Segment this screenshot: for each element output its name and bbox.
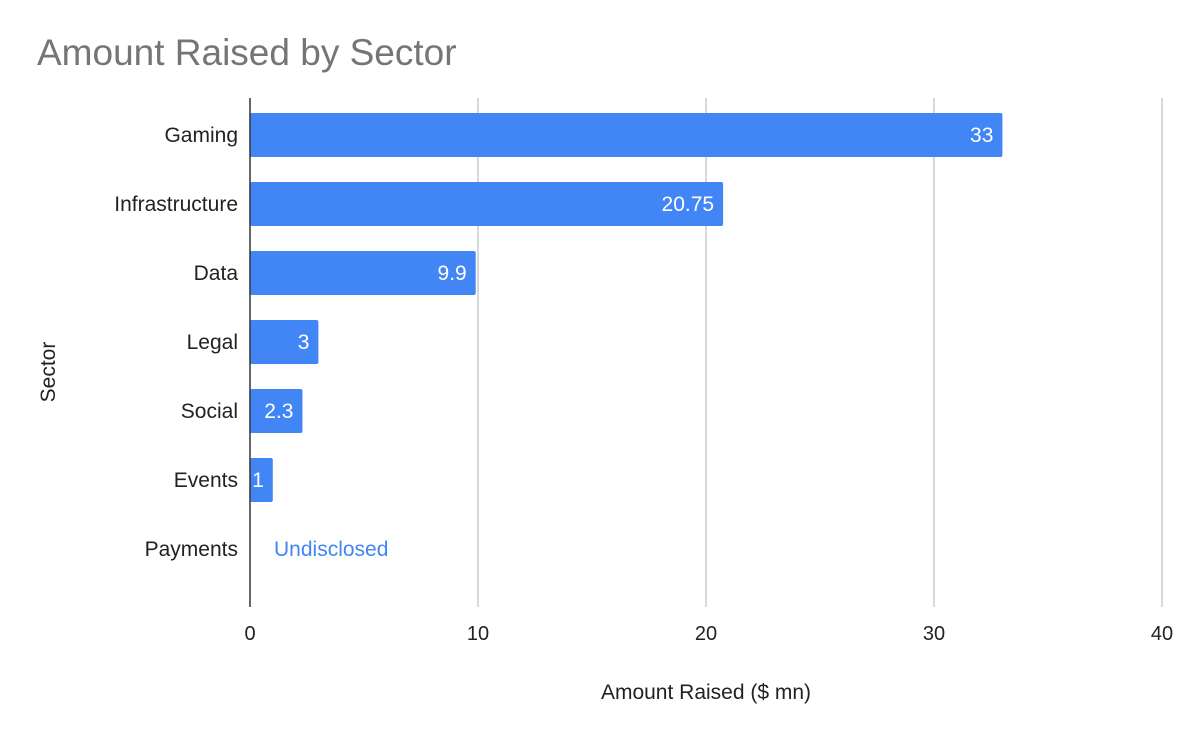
data-label: Undisclosed [274,538,388,561]
x-tick-labels: 0 10 20 30 40 [244,623,1173,645]
category-label: Events [174,469,238,492]
category-label: Social [181,400,238,423]
y-axis-title: Sector [37,342,60,403]
data-label: 20.75 [662,193,715,216]
data-label: 3 [298,331,310,354]
category-label: Infrastructure [114,193,238,216]
category-label: Data [194,262,239,285]
bar-social [250,389,303,433]
category-label: Gaming [164,124,238,147]
x-tick-label: 10 [467,623,489,645]
bar-gaming [250,113,1003,157]
chart-title: Amount Raised by Sector [37,32,457,73]
data-label: 9.9 [438,262,467,285]
bar-data [250,251,476,295]
x-tick-label: 40 [1151,623,1173,645]
data-label: 33 [970,124,993,147]
x-tick-label: 30 [923,623,945,645]
bar-legal [250,320,319,364]
bar-events [250,458,273,502]
data-label: 1 [252,469,264,492]
category-label: Payments [145,538,238,561]
x-tick-label: 0 [244,623,255,645]
bar-infrastructure [250,182,724,226]
category-labels: Gaming Infrastructure Data Legal Social Event… [114,124,238,561]
x-tick-label: 20 [695,623,717,645]
data-labels: 33 20.75 9.9 3 2.3 1 Undisclosed [252,124,993,561]
bars [250,113,1003,502]
category-label: Legal [187,331,238,354]
gridlines [477,98,1163,607]
x-axis-title: Amount Raised ($ mn) [601,681,811,704]
data-label: 2.3 [264,400,293,423]
